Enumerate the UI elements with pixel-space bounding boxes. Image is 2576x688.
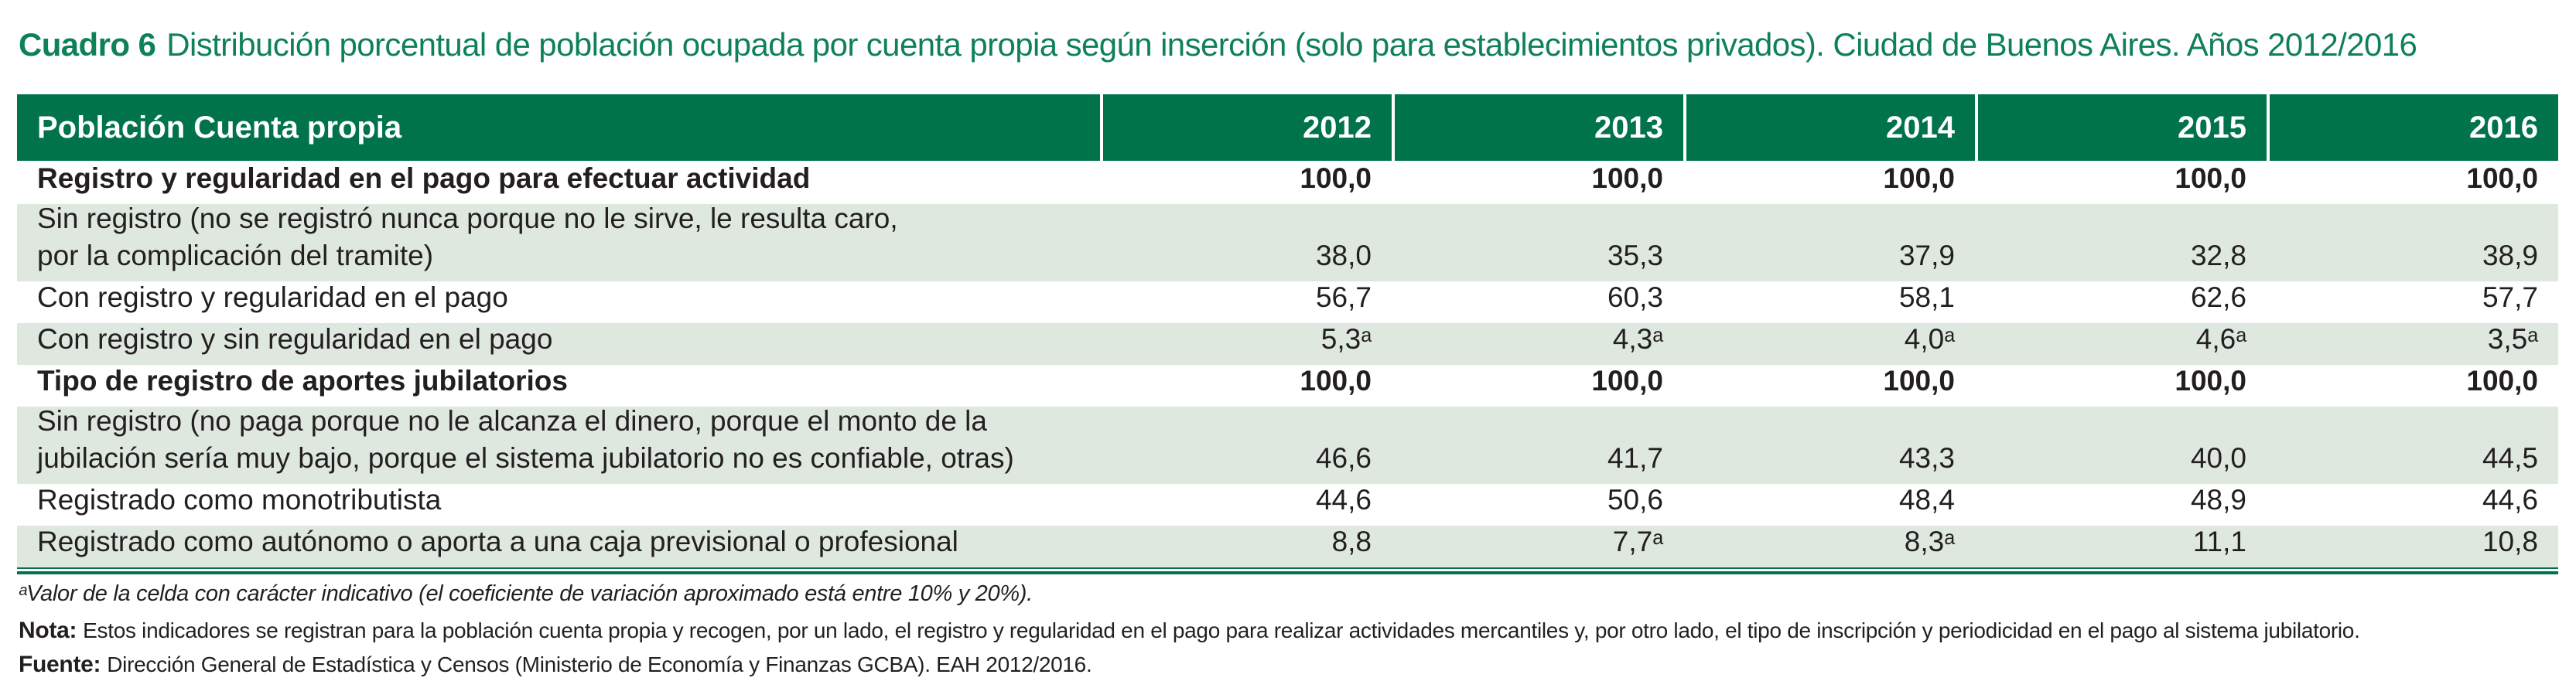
table-title-text: Distribución porcentual de población ocu… <box>166 26 2417 63</box>
value-cell: 38,9 <box>2482 240 2538 271</box>
value-cell: 4,6ᵃ <box>2195 323 2246 355</box>
row-label: Registro y regularidad en el pago para e… <box>37 162 811 194</box>
value-cell: 48,4 <box>1898 484 1955 516</box>
row-label-line2: por la complicación del tramite) <box>37 239 434 271</box>
value-cell: 32,8 <box>2190 240 2246 271</box>
table-row: Sin registro (no se registró nunca porqu… <box>17 203 2558 281</box>
value-cell: 100,0 <box>1883 365 1955 397</box>
header-population: Población Cuenta propia <box>37 110 402 145</box>
footnote-fuente: Fuente: Dirección General de Estadística … <box>19 652 2564 678</box>
value-cell: 37,9 <box>1898 240 1955 271</box>
table-row: Con registro y regularidad en el pago 56… <box>17 281 2558 323</box>
value-cell: 4,3ᵃ <box>1612 323 1663 355</box>
row-label: Sin registro (no se registró nunca porqu… <box>37 203 898 235</box>
table-row: Tipo de registro de aportes jubilatorios… <box>17 365 2558 407</box>
header-year-2016: 2016 <box>2267 94 2558 161</box>
value-cell: 100,0 <box>1300 365 1372 397</box>
value-cell: 56,7 <box>1315 281 1372 313</box>
footnotes: ᵃValor de la celda con carácter indicati… <box>19 581 2564 686</box>
table-row: Sin registro (no paga porque no le alcan… <box>17 405 2558 484</box>
value-cell: 48,9 <box>2190 484 2246 516</box>
value-cell: 35,3 <box>1607 240 1663 271</box>
value-cell: 8,3ᵃ <box>1904 526 1955 557</box>
table-row: Registrado como autónomo o aporta a una … <box>17 526 2558 567</box>
value-cell: 8,8 <box>1331 526 1372 557</box>
value-cell: 44,5 <box>2482 442 2538 474</box>
header-year-2014: 2014 <box>1683 94 1975 161</box>
table-number: Cuadro 6 <box>19 26 156 63</box>
header-year-2013: 2013 <box>1392 94 1683 161</box>
value-cell: 100,0 <box>2466 162 2538 194</box>
value-cell: 100,0 <box>1883 162 1955 194</box>
fuente-text: Dirección General de Estadística y Censo… <box>107 652 1092 676</box>
value-cell: 100,0 <box>2175 162 2246 194</box>
value-cell: 43,3 <box>1898 442 1955 474</box>
value-cell: 62,6 <box>2190 281 2246 313</box>
table-row: Con registro y sin regularidad en el pag… <box>17 323 2558 365</box>
value-cell: 100,0 <box>2466 365 2538 397</box>
footnote-indicative-value: ᵃValor de la celda con carácter indicati… <box>19 581 1033 606</box>
row-label: Con registro y regularidad en el pago <box>37 281 508 313</box>
value-cell: 57,7 <box>2482 281 2538 313</box>
row-label: Registrado como autónomo o aporta a una … <box>37 525 958 557</box>
value-cell: 41,7 <box>1607 442 1663 474</box>
table-bottom-rule <box>17 567 2558 574</box>
value-cell: 38,0 <box>1315 240 1372 271</box>
value-cell: 3,5ᵃ <box>2487 323 2538 355</box>
data-table: Población Cuenta propia 2012 2013 2014 2… <box>17 94 2558 574</box>
value-cell: 4,0ᵃ <box>1904 323 1955 355</box>
value-cell: 58,1 <box>1898 281 1955 313</box>
row-label: Con registro y sin regularidad en el pag… <box>37 322 553 355</box>
row-label: Tipo de registro de aportes jubilatorios <box>37 364 568 397</box>
value-cell: 44,6 <box>1315 484 1372 516</box>
header-year-2012: 2012 <box>1100 94 1392 161</box>
value-cell: 44,6 <box>2482 484 2538 516</box>
nota-label: Nota: <box>19 618 77 643</box>
value-cell: 60,3 <box>1607 281 1663 313</box>
row-label: Sin registro (no paga porque no le alcan… <box>37 405 987 438</box>
table-header-row: Población Cuenta propia 2012 2013 2014 2… <box>17 94 2558 161</box>
fuente-label: Fuente: <box>19 652 101 677</box>
row-label-line2: jubilación sería muy bajo, porque el sis… <box>37 441 1014 474</box>
value-cell: 7,7ᵃ <box>1612 526 1663 557</box>
table-title: Cuadro 6 Distribución porcentual de pobla… <box>19 26 2564 63</box>
value-cell: 11,1 <box>2192 526 2246 557</box>
header-year-2015: 2015 <box>1975 94 2267 161</box>
value-cell: 46,6 <box>1315 442 1372 474</box>
value-cell: 100,0 <box>1591 162 1663 194</box>
row-label: Registrado como monotributista <box>37 483 442 516</box>
table-row: Registro y regularidad en el pago para e… <box>17 161 2558 204</box>
nota-text: Estos indicadores se registran para la p… <box>83 618 2360 642</box>
value-cell: 5,3ᵃ <box>1320 323 1372 355</box>
table-row: Registrado como monotributista 44,6 50,6… <box>17 484 2558 526</box>
value-cell: 100,0 <box>1591 365 1663 397</box>
value-cell: 50,6 <box>1607 484 1663 516</box>
value-cell: 10,8 <box>2482 526 2538 557</box>
footnote-nota: Nota: Estos indicadores se registran para… <box>19 618 2564 644</box>
value-cell: 100,0 <box>2175 365 2246 397</box>
value-cell: 100,0 <box>1300 162 1372 194</box>
value-cell: 40,0 <box>2190 442 2246 474</box>
